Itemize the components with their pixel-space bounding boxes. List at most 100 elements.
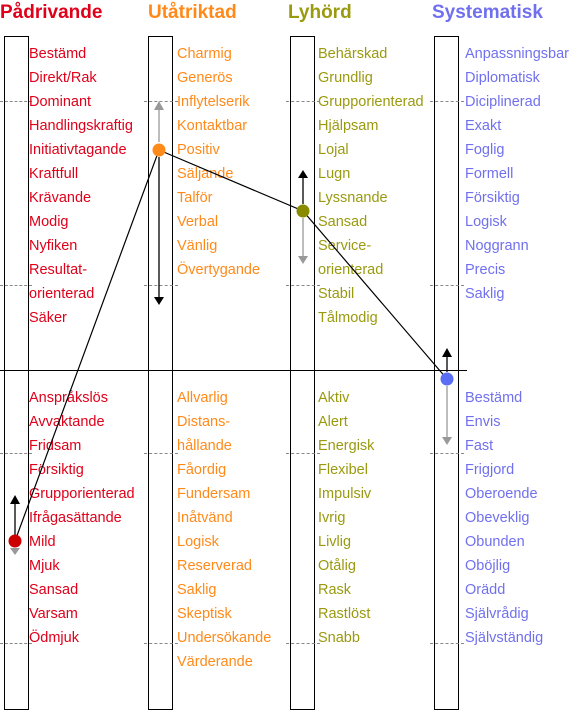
- word-utatriktad-upper: Vänlig: [177, 238, 218, 254]
- word-padrivande-lower: Fridsam: [29, 438, 82, 454]
- word-lyhord-lower: Aktiv: [318, 390, 350, 406]
- word-lyhord-lower: Flexibel: [318, 462, 368, 478]
- word-utatriktad-upper: Övertygande: [177, 262, 261, 278]
- word-padrivande-upper: orienterad: [29, 286, 95, 302]
- word-lyhord-upper: Service-: [318, 238, 372, 254]
- word-lyhord-upper: orienterad: [318, 262, 384, 278]
- word-lyhord-upper: Lugn: [318, 166, 351, 182]
- word-lyhord-upper: Lyssnande: [318, 190, 388, 206]
- word-systematisk-lower: Obeveklig: [465, 510, 530, 526]
- word-lyhord-lower: Ivrig: [318, 510, 346, 526]
- word-padrivande-upper: Resultat-: [29, 262, 88, 278]
- word-utatriktad-lower: Skeptisk: [177, 606, 232, 622]
- guide-dash: [0, 643, 32, 644]
- guide-dash: [0, 453, 32, 454]
- word-systematisk-lower: Oböjlig: [465, 558, 511, 574]
- word-padrivande-lower: Sansad: [29, 582, 79, 598]
- word-lyhord-lower: Livlig: [318, 534, 352, 550]
- word-lyhord-upper: Behärskad: [318, 46, 388, 62]
- range-arrows-systematisk: [442, 348, 452, 445]
- word-padrivande-upper: Modig: [29, 214, 69, 230]
- header-systematisk: Systematisk: [432, 2, 543, 23]
- word-padrivande-lower: Avvaktande: [29, 414, 105, 430]
- range-arrows-padrivande: [10, 495, 20, 555]
- word-lyhord-lower: Rask: [318, 582, 352, 598]
- word-lyhord-lower: Impulsiv: [318, 486, 372, 502]
- word-padrivande-lower: Grupporienterad: [29, 486, 135, 502]
- guide-dash: [286, 101, 320, 102]
- word-padrivande-lower: Mjuk: [29, 558, 60, 574]
- guide-dash: [430, 453, 464, 454]
- header-lyhord: Lyhörd: [288, 2, 352, 23]
- scale-bar-padrivande: [4, 36, 29, 710]
- word-utatriktad-lower: Distans-: [177, 414, 231, 430]
- guide-dash: [0, 101, 32, 102]
- guide-dash: [144, 453, 178, 454]
- guide-dash: [430, 101, 464, 102]
- midline: [0, 370, 467, 371]
- word-padrivande-upper: Krävande: [29, 190, 92, 206]
- profile-line: [14, 149, 448, 542]
- word-utatriktad-lower: Fundersam: [177, 486, 251, 502]
- guide-dash: [286, 643, 320, 644]
- word-padrivande-upper: Initiativtagande: [29, 142, 127, 158]
- word-systematisk-upper: Diciplinerad: [465, 94, 541, 110]
- word-systematisk-lower: Envis: [465, 414, 501, 430]
- word-systematisk-upper: Anpassningsbar: [465, 46, 569, 62]
- word-lyhord-lower: Energisk: [318, 438, 375, 454]
- word-utatriktad-lower: Fåordig: [177, 462, 227, 478]
- word-padrivande-lower: Ifrågasättande: [29, 510, 122, 526]
- word-systematisk-upper: Diplomatisk: [465, 70, 540, 86]
- word-lyhord-lower: Snabb: [318, 630, 360, 646]
- word-padrivande-upper: Direkt/Rak: [29, 70, 97, 86]
- header-padrivande: Pådrivande: [0, 2, 103, 23]
- word-padrivande-lower: Mild: [29, 534, 56, 550]
- profile-point-padrivande: [8, 534, 22, 548]
- guide-dash: [286, 453, 320, 454]
- word-lyhord-lower: Otålig: [318, 558, 356, 574]
- guide-dash: [286, 285, 320, 286]
- word-systematisk-lower: Självständig: [465, 630, 544, 646]
- word-padrivande-lower: Varsam: [29, 606, 78, 622]
- word-lyhord-lower: Rastlöst: [318, 606, 371, 622]
- word-utatriktad-lower: Värderande: [177, 654, 253, 670]
- word-utatriktad-upper: Kontaktbar: [177, 118, 248, 134]
- word-lyhord-upper: Stabil: [318, 286, 355, 302]
- word-padrivande-upper: Kraftfull: [29, 166, 79, 182]
- word-systematisk-upper: Försiktig: [465, 190, 520, 206]
- word-lyhord-upper: Tålmodig: [318, 310, 378, 326]
- word-utatriktad-lower: hållande: [177, 438, 232, 454]
- word-utatriktad-upper: Positiv: [177, 142, 220, 158]
- word-padrivande-lower: Ödmjuk: [29, 630, 79, 646]
- word-utatriktad-upper: Generös: [177, 70, 233, 86]
- word-utatriktad-upper: Verbal: [177, 214, 219, 230]
- word-utatriktad-upper: Talför: [177, 190, 213, 206]
- word-systematisk-upper: Noggrann: [465, 238, 529, 254]
- word-lyhord-upper: Grundlig: [318, 70, 373, 86]
- word-padrivande-upper: Dominant: [29, 94, 92, 110]
- word-systematisk-lower: Självrådig: [465, 606, 529, 622]
- word-utatriktad-lower: Reserverad: [177, 558, 252, 574]
- word-utatriktad-upper: Säljande: [177, 166, 234, 182]
- word-systematisk-lower: Oberoende: [465, 486, 538, 502]
- word-padrivande-upper: Handlingskraftig: [29, 118, 133, 134]
- word-systematisk-lower: Frigjord: [465, 462, 515, 478]
- word-utatriktad-lower: Saklig: [177, 582, 217, 598]
- word-systematisk-upper: Precis: [465, 262, 506, 278]
- word-systematisk-lower: Obunden: [465, 534, 525, 550]
- range-arrows-utatriktad: [154, 101, 164, 305]
- profile-point-utatriktad: [152, 143, 166, 157]
- word-padrivande-lower: Anspråkslös: [29, 390, 108, 406]
- word-utatriktad-upper: Inflytelserik: [177, 94, 250, 110]
- guide-dash: [144, 643, 178, 644]
- guide-dash: [144, 285, 178, 286]
- profile-point-systematisk: [440, 372, 454, 386]
- guide-dash: [0, 285, 32, 286]
- word-systematisk-upper: Exakt: [465, 118, 502, 134]
- profile-point-lyhord: [296, 204, 310, 218]
- word-lyhord-upper: Lojal: [318, 142, 349, 158]
- word-utatriktad-upper: Charmig: [177, 46, 232, 62]
- word-systematisk-upper: Logisk: [465, 214, 507, 230]
